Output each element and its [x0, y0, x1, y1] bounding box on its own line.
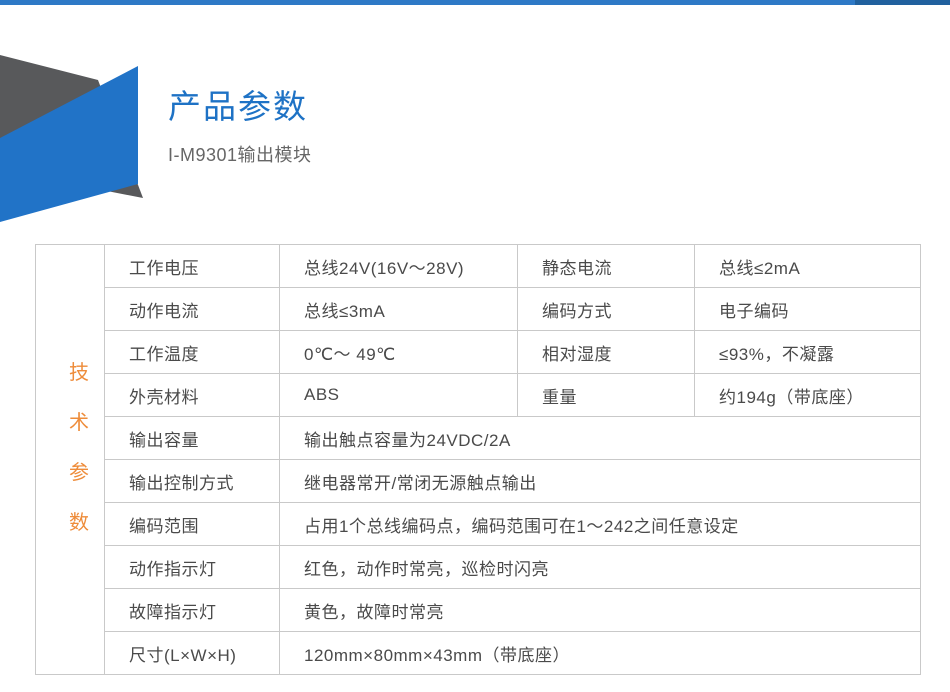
spec-value: 总线≤2mA — [694, 244, 921, 288]
spec-label: 重量 — [517, 373, 695, 417]
table-row: 工作温度 0℃～ 49℃ 相对湿度 ≤93%，不凝露 — [36, 330, 921, 374]
page-subtitle: I-M9301输出模块 — [168, 145, 312, 166]
side-label-char: 术 — [69, 412, 89, 434]
spec-label: 动作电流 — [104, 287, 280, 331]
side-label-vertical: 技 术 参 数 — [60, 356, 98, 535]
header: 产品参数 I-M9301输出模块 — [168, 86, 312, 167]
ribbon-blue-shape — [0, 66, 138, 222]
spec-value: 红色，动作时常亮，巡检时闪亮 — [279, 545, 921, 589]
table-row: 输出容量 输出触点容量为24VDC/2A — [36, 416, 921, 460]
table-row: 外壳材料 ABS 重量 约194g（带底座） — [36, 373, 921, 417]
spec-label: 尺寸(L×W×H) — [104, 631, 280, 675]
table-row: 故障指示灯 黄色，故障时常亮 — [36, 588, 921, 632]
table-row: 动作指示灯 红色，动作时常亮，巡检时闪亮 — [36, 545, 921, 589]
table-row: 技 术 参 数 工作电压 总线24V(16V～28V) 静态电流 总线≤2mA — [35, 244, 921, 675]
spec-label: 输出控制方式 — [104, 459, 280, 503]
side-label-char: 技 — [69, 362, 89, 384]
page-title: 产品参数 — [168, 88, 308, 125]
spec-label: 故障指示灯 — [104, 588, 280, 632]
spec-label: 外壳材料 — [104, 373, 280, 417]
spec-value: 继电器常开/常闭无源触点输出 — [279, 459, 921, 503]
side-label-char: 参 — [69, 462, 89, 484]
spec-value: ABS — [279, 373, 518, 417]
spec-table: 技 术 参 数 工作电压 总线24V(16V～28V) 静态电流 总线≤2mA … — [35, 244, 921, 675]
side-label-cell: 技 术 参 数 — [35, 244, 105, 675]
spec-value: 约194g（带底座） — [694, 373, 921, 417]
table-row: 输出控制方式 继电器常开/常闭无源触点输出 — [36, 459, 921, 503]
spec-label: 编码方式 — [517, 287, 695, 331]
spec-label: 动作指示灯 — [104, 545, 280, 589]
spec-value: 电子编码 — [694, 287, 921, 331]
spec-label: 编码范围 — [104, 502, 280, 546]
table-row: 编码范围 占用1个总线编码点，编码范围可在1～242之间任意设定 — [36, 502, 921, 546]
spec-value: 120mm×80mm×43mm（带底座） — [279, 631, 921, 675]
spec-value: 总线≤3mA — [279, 287, 518, 331]
spec-label: 静态电流 — [517, 244, 695, 288]
spec-value: 总线24V(16V～28V) — [279, 244, 518, 288]
spec-label: 工作温度 — [104, 330, 280, 374]
spec-label: 工作电压 — [104, 244, 280, 288]
spec-label: 相对湿度 — [517, 330, 695, 374]
table-row: 动作电流 总线≤3mA 编码方式 电子编码 — [36, 287, 921, 331]
table-row: 尺寸(L×W×H) 120mm×80mm×43mm（带底座） — [36, 631, 921, 675]
top-bar-right-segment — [855, 0, 950, 5]
top-accent-bar — [0, 0, 950, 5]
spec-value: 占用1个总线编码点，编码范围可在1～242之间任意设定 — [279, 502, 921, 546]
spec-value: 黄色，故障时常亮 — [279, 588, 921, 632]
side-label-char: 数 — [69, 512, 89, 534]
spec-value: 输出触点容量为24VDC/2A — [279, 416, 921, 460]
ribbon-decoration — [0, 55, 143, 222]
spec-label: 输出容量 — [104, 416, 280, 460]
top-bar-main-segment — [0, 0, 855, 5]
spec-value: 0℃～ 49℃ — [279, 330, 518, 374]
spec-value: ≤93%，不凝露 — [694, 330, 921, 374]
